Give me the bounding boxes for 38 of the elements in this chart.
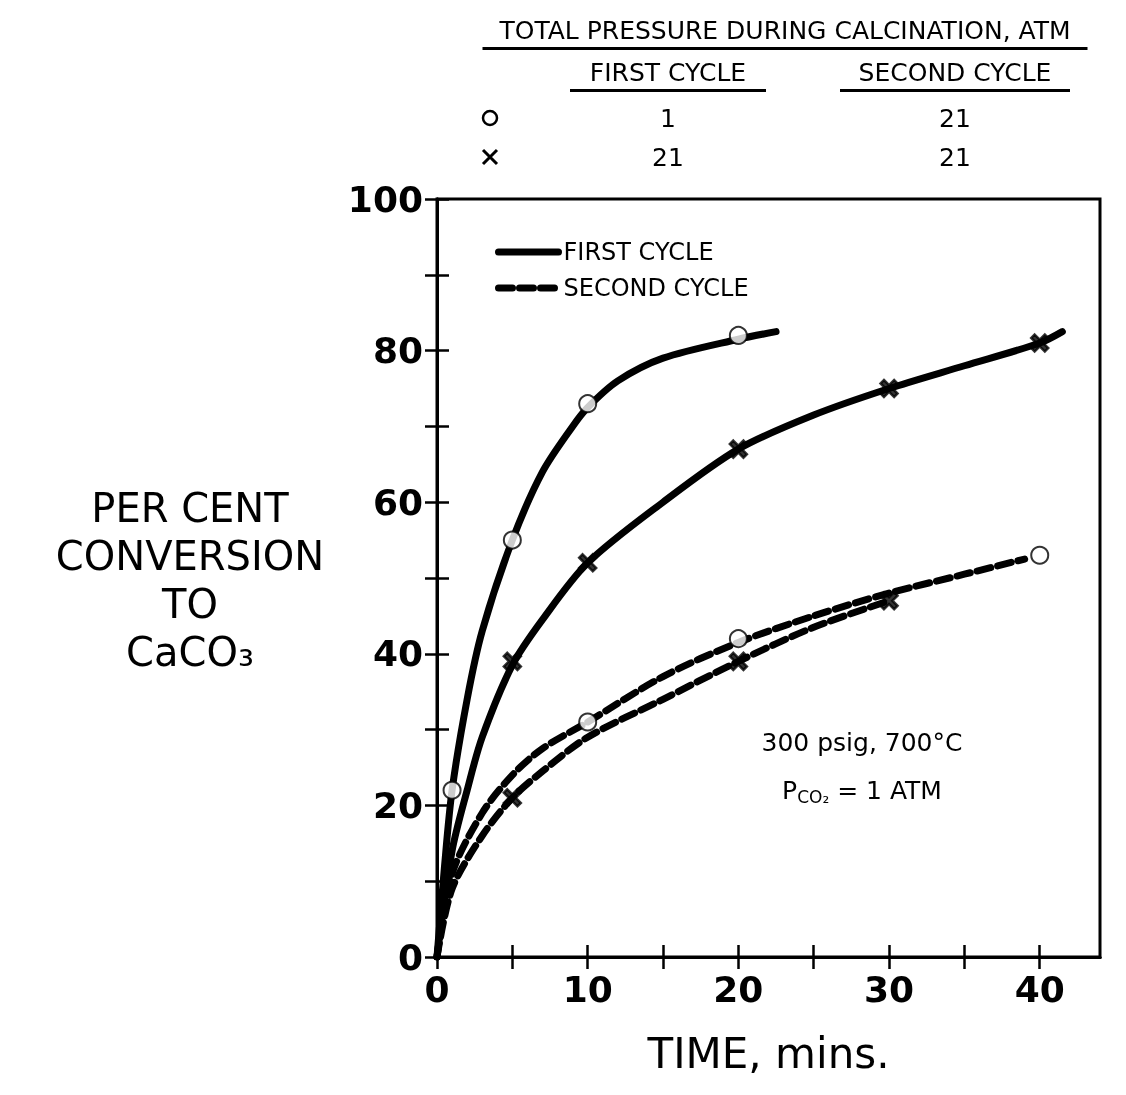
text: TOTAL PRESSURE DURING CALCINATION, ATM — [498, 15, 1071, 45]
x-tick-label: 20 — [713, 968, 764, 1010]
y-tick-label: 40 — [372, 633, 423, 675]
point — [728, 439, 749, 459]
point — [728, 651, 749, 672]
point — [728, 629, 748, 649]
point — [577, 553, 598, 573]
x-axis-title: TIME, mins. — [646, 1028, 890, 1078]
point — [728, 325, 748, 345]
legend-label: SECOND CYCLE — [563, 274, 749, 302]
point — [502, 530, 522, 550]
x-tick-label: 0 — [424, 968, 450, 1010]
point — [879, 378, 899, 399]
point — [578, 712, 598, 732]
x-tick-label: 40 — [1014, 968, 1065, 1010]
text: FIRST CYCLE — [589, 57, 747, 87]
x-tick-label: 30 — [863, 968, 915, 1010]
y-tick-label: 0 — [397, 936, 423, 978]
point — [1029, 333, 1050, 353]
y-tick-label: 60 — [372, 481, 423, 523]
point — [502, 651, 523, 672]
annotation: 300 psig, 700°C — [761, 727, 963, 757]
y-axis-title: PER CENT CONVERSION TO CaCO₃ — [55, 485, 325, 675]
text: SECOND CYCLE — [858, 57, 1052, 87]
text: 21 — [939, 103, 971, 133]
point — [502, 788, 523, 808]
point — [879, 590, 899, 611]
text: 21 — [939, 142, 971, 172]
x-tick-label: 10 — [562, 968, 613, 1010]
point — [442, 780, 462, 800]
point — [578, 394, 598, 414]
text: 21 — [652, 142, 684, 172]
text: 1 — [660, 103, 676, 133]
legend-label: FIRST CYCLE — [563, 238, 714, 266]
y-tick-label: 100 — [347, 178, 423, 220]
y-tick-label: 80 — [372, 330, 423, 372]
y-tick-label: 20 — [372, 784, 423, 826]
point — [1030, 545, 1050, 565]
